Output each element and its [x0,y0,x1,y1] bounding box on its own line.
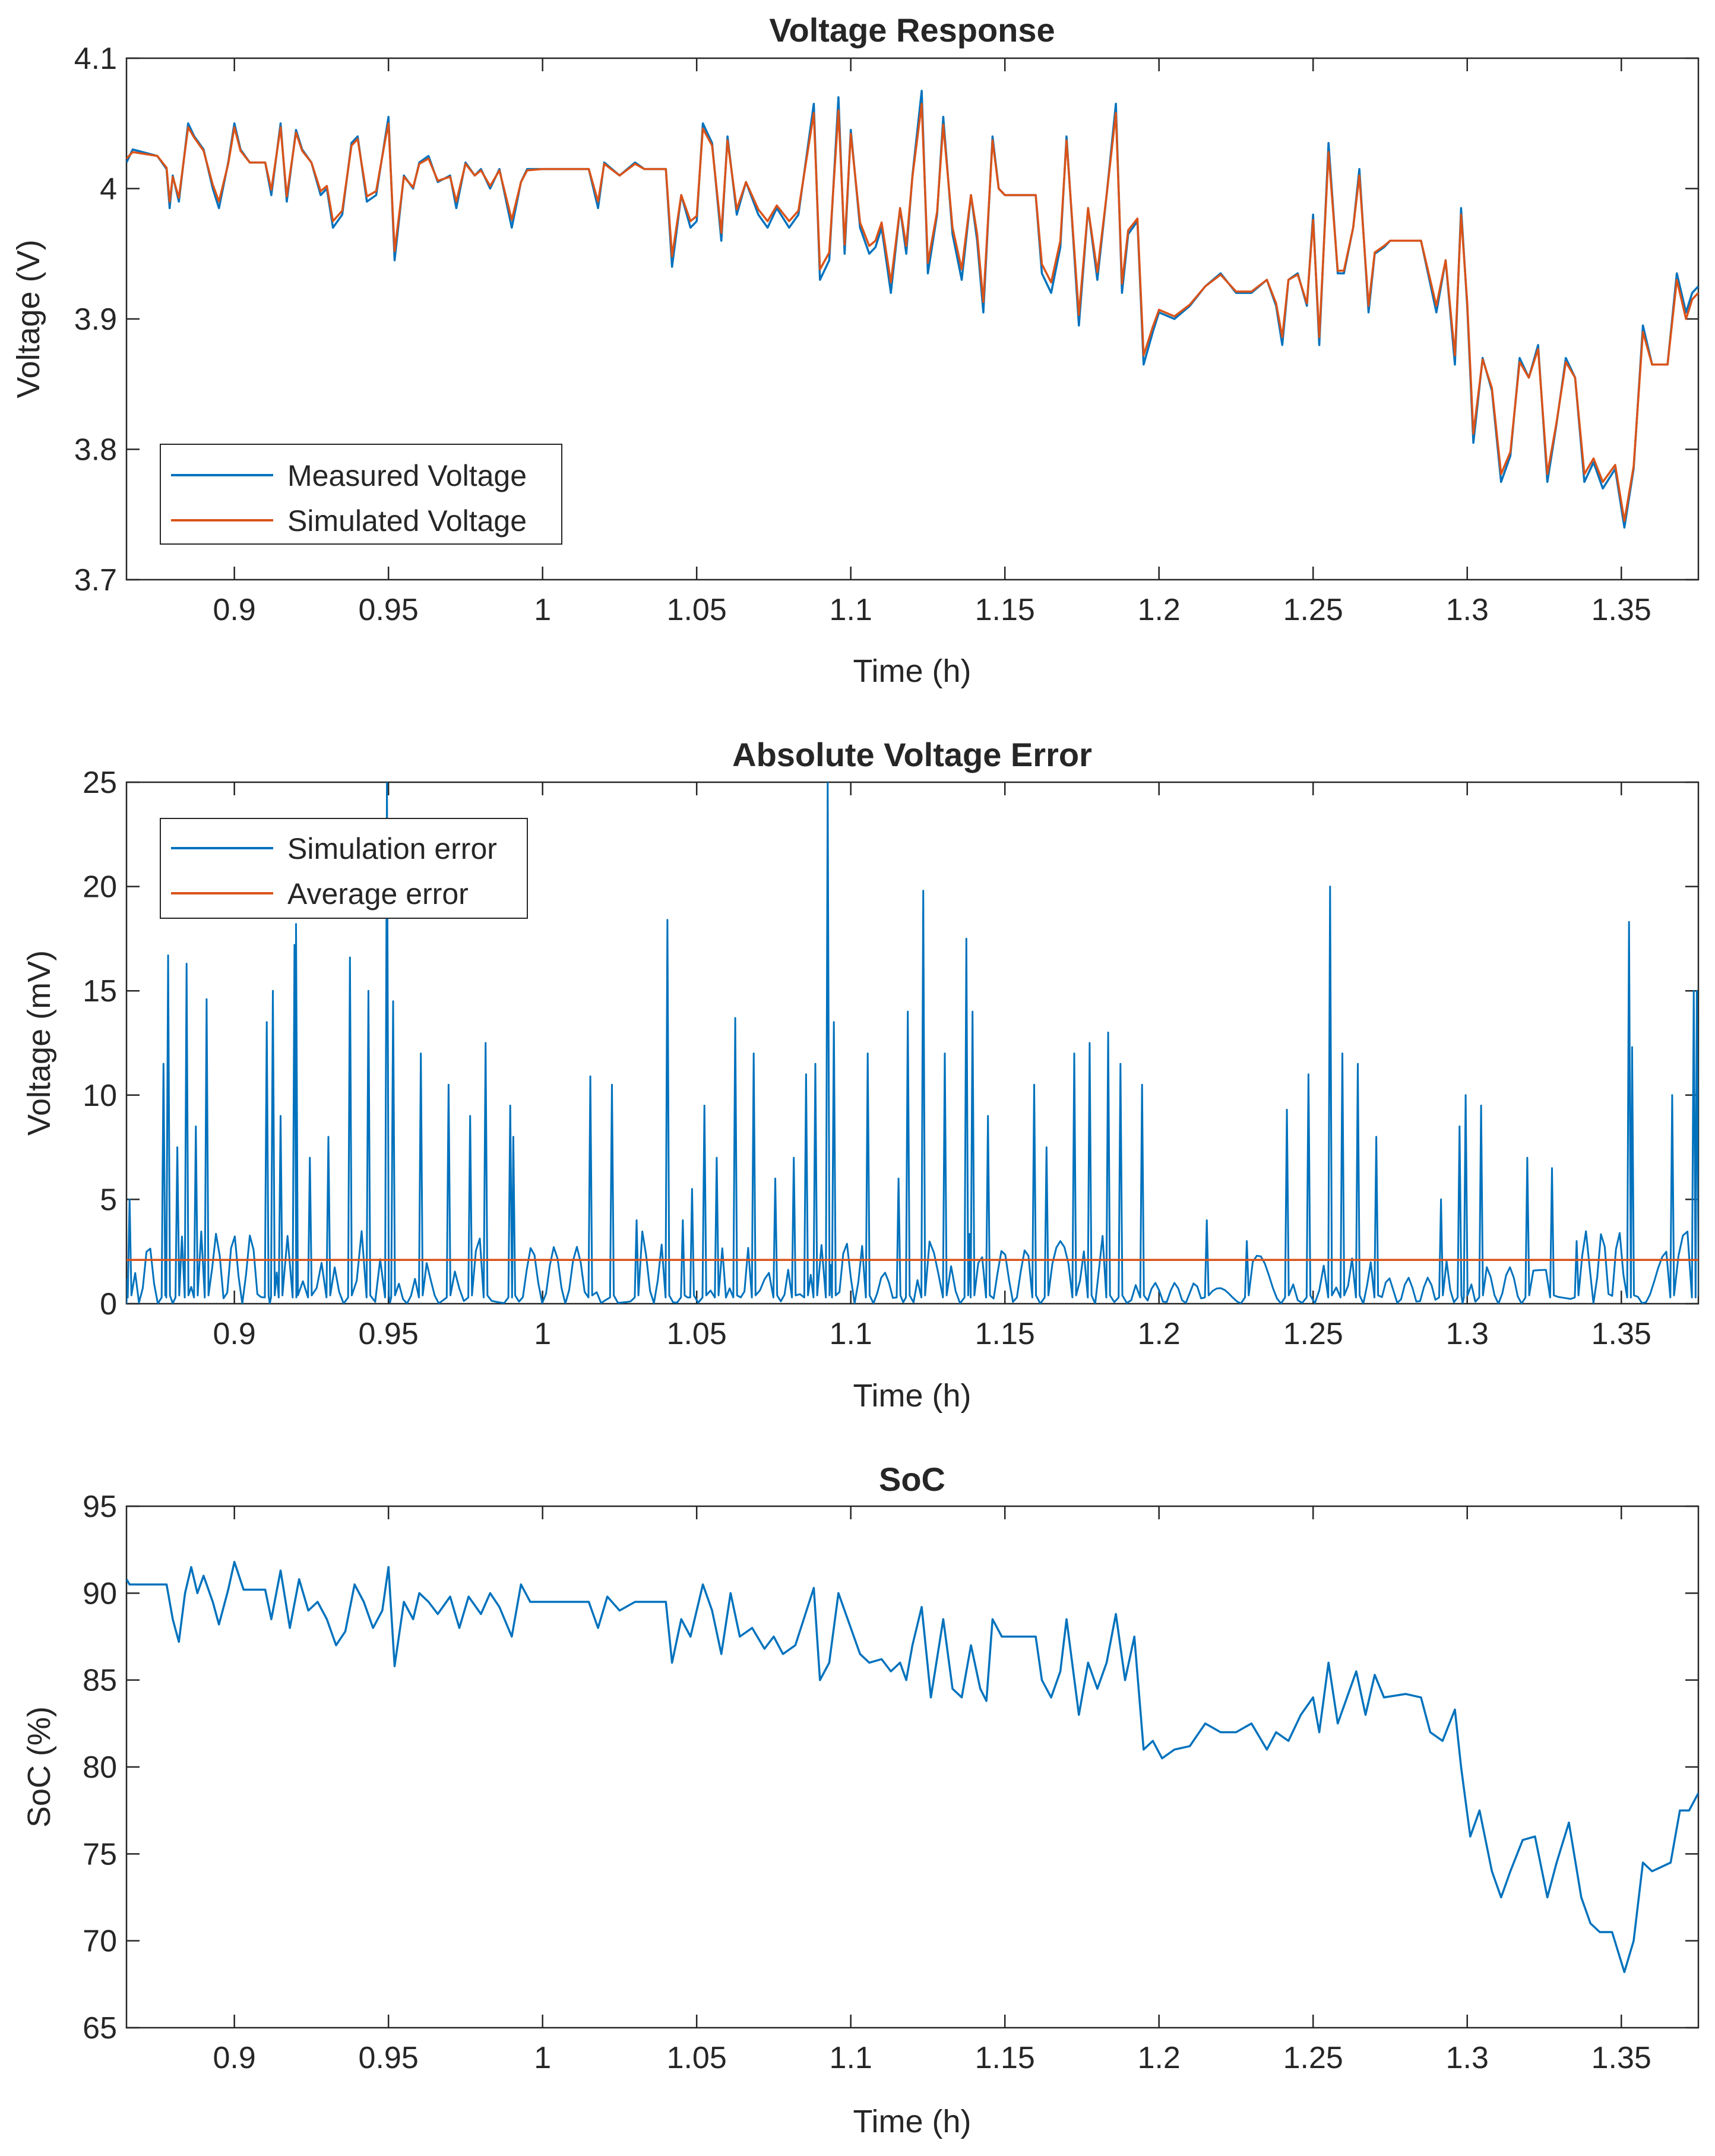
legend-label-measured-voltage: Measured Voltage [287,459,527,492]
voltage-x-tick-label: 1.35 [1591,593,1651,627]
soc-x-tick-label: 1.1 [830,2041,872,2075]
voltage-x-tick-label: 1.2 [1138,593,1181,627]
voltage-y-tick-label: 3.8 [74,433,117,467]
voltage-x-tick-label: 1.1 [830,593,872,627]
error-x-tick-label: 0.95 [359,1317,419,1351]
soc-x-tick-label: 1.3 [1446,2041,1489,2075]
soc-ticks: 0.9 0.95 1 1.05 1.1 1.15 1.2 1.25 1.3 1.35 65 70 75 8… [83,1490,1698,2075]
error-x-axis-label: Time (h) [853,1378,972,1414]
soc-y-tick-label: 75 [83,1837,117,1872]
soc-x-tick-label: 0.95 [359,2041,419,2075]
soc-lines [126,1560,1698,1974]
voltage-x-tick-label: 0.95 [359,593,419,627]
voltage-error-panel: Absolute Voltage Error Time (h) Voltage … [21,736,1700,1414]
error-x-tick-label: 1.2 [1138,1317,1181,1351]
voltage-y-axis-label: Voltage (V) [11,239,46,398]
legend-label-simulated-voltage: Simulated Voltage [287,504,527,538]
voltage-x-axis-label: Time (h) [853,653,972,689]
voltage-lines [126,90,1698,529]
voltage-legend: Measured Voltage Simulated Voltage [160,444,562,545]
soc-y-axis-label: SoC (%) [21,1706,57,1828]
error-lines [126,782,1698,1304]
soc-panel: SoC Time (h) SoC (%) 0.9 0.95 1 1.05 1.1 1.15… [21,1460,1700,2139]
error-x-tick-label: 1 [534,1317,551,1351]
error-y-tick-label: 20 [83,870,117,905]
error-legend-box [160,818,528,919]
soc-x-tick-label: 1.2 [1138,2041,1181,2075]
soc-plot-area [125,1505,1700,2029]
simulated-voltage-line [126,103,1698,522]
error-y-tick-label: 15 [83,974,117,1009]
error-x-tick-label: 1.25 [1283,1317,1343,1351]
soc-y-tick-label: 80 [83,1750,117,1785]
error-x-tick-label: 0.9 [213,1317,256,1351]
voltage-x-tick-label: 1.3 [1446,593,1489,627]
error-x-tick-label: 1.35 [1591,1317,1651,1351]
soc-chart-title: SoC [879,1460,945,1498]
voltage-ticks: 0.9 0.95 1 1.05 1.1 1.15 1.2 1.25 1.3 1.35 3.7 3.8 3… [74,42,1698,627]
voltage-response-panel: Voltage Response Time (h) Voltage (V) 0.… [11,11,1700,689]
legend-label-simulation-error: Simulation error [287,832,497,865]
soc-x-tick-label: 1.25 [1283,2041,1343,2075]
error-ticks: 0.9 0.95 1 1.05 1.1 1.15 1.2 1.25 1.3 1.35 0 5 10 15 2… [83,766,1698,1351]
soc-x-tick-label: 1.15 [975,2041,1035,2075]
error-x-tick-label: 1.15 [975,1317,1035,1351]
voltage-x-tick-label: 0.9 [213,593,256,627]
soc-x-tick-label: 0.9 [213,2041,256,2075]
error-y-tick-label: 10 [83,1079,117,1113]
soc-y-tick-label: 95 [83,1490,117,1524]
error-chart-title: Absolute Voltage Error [732,736,1092,773]
voltage-chart-title: Voltage Response [769,11,1055,49]
error-y-tick-label: 5 [100,1183,117,1217]
soc-x-tick-label: 1.35 [1591,2041,1651,2075]
voltage-x-tick-label: 1.05 [667,593,727,627]
voltage-y-tick-label: 4 [100,172,117,207]
soc-x-axis-label: Time (h) [853,2104,972,2139]
error-legend: Simulation error Average error [160,818,528,919]
soc-y-tick-label: 90 [83,1576,117,1611]
error-x-tick-label: 1.1 [830,1317,872,1351]
error-series-group [126,782,1698,1304]
voltage-legend-box [160,444,562,545]
soc-y-tick-label: 70 [83,1924,117,1959]
legend-label-average-error: Average error [287,877,469,911]
error-x-tick-label: 1.3 [1446,1317,1489,1351]
voltage-x-tick-label: 1.15 [975,593,1035,627]
soc-y-tick-label: 85 [83,1664,117,1698]
error-x-tick-label: 1.05 [667,1317,727,1351]
error-y-tick-label: 0 [100,1287,117,1322]
voltage-series-group [126,90,1698,529]
soc-x-tick-label: 1.05 [667,2041,727,2075]
error-y-tick-label: 25 [83,766,117,800]
voltage-y-tick-label: 3.7 [74,563,117,598]
soc-line [126,1560,1698,1974]
soc-x-tick-label: 1 [534,2041,551,2075]
soc-series-group [126,1560,1698,1974]
simulation-error-line [126,782,1698,1304]
error-y-axis-label: Voltage (mV) [21,950,57,1136]
soc-y-tick-label: 65 [83,2011,117,2046]
voltage-x-tick-label: 1.25 [1283,593,1343,627]
voltage-y-tick-label: 4.1 [74,42,117,76]
voltage-x-tick-label: 1 [534,593,551,627]
voltage-y-tick-label: 3.9 [74,302,117,337]
